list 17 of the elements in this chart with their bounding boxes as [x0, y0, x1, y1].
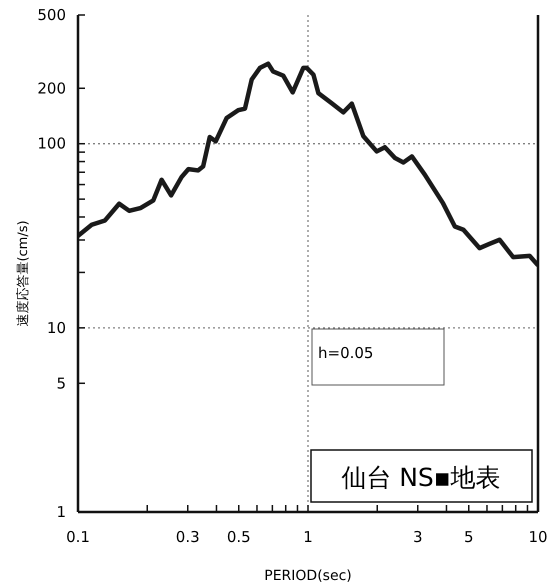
y-tick-label: 5	[56, 374, 66, 392]
y-axis-title: 速度応答量(cm/s)	[15, 220, 31, 327]
x-tick-label: 10	[528, 528, 548, 546]
x-tick-label: 5	[464, 528, 474, 546]
y-tick-label: 200	[37, 79, 66, 98]
text: 仙台 NS▪地表	[341, 463, 501, 492]
x-tick-label: 1	[303, 528, 313, 546]
y-tick-label: 10	[46, 318, 66, 337]
x-tick-label: 0.3	[176, 528, 200, 546]
x-tick-label: 3	[412, 528, 423, 546]
y-tick-label: 1	[56, 503, 66, 521]
y-tick-label: 500	[37, 6, 66, 24]
x-tick-label: 0.5	[226, 528, 251, 546]
y-tick-label: 100	[37, 134, 66, 153]
x-tick-label: 0.1	[66, 528, 90, 546]
annotation: h=0.05	[318, 344, 374, 362]
x-axis-title: PERIOD(sec)	[264, 568, 352, 584]
